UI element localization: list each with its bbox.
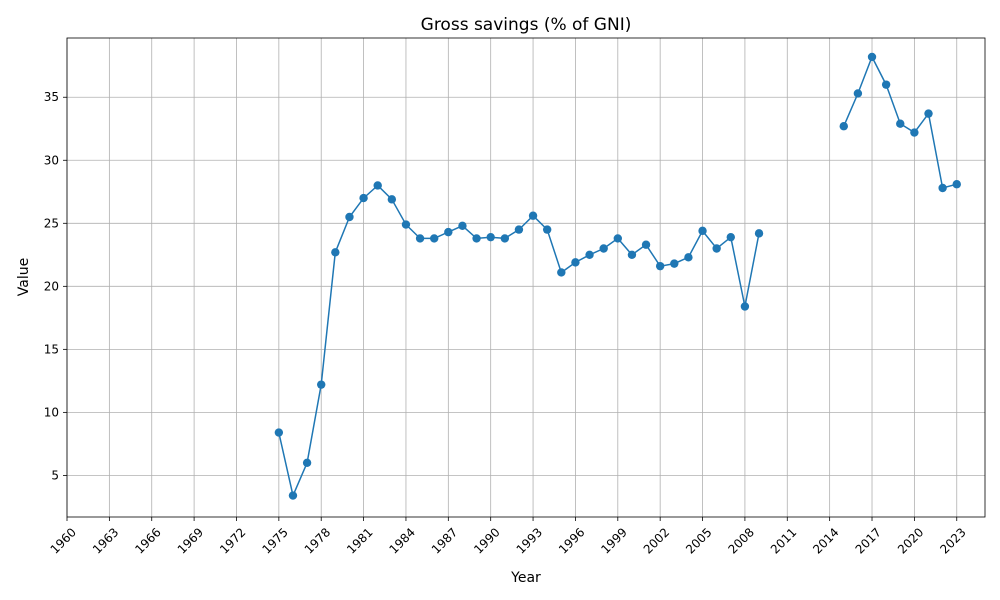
x-tick-label: 1969 <box>175 525 206 556</box>
x-tick-label: 1984 <box>387 525 418 556</box>
data-point <box>655 261 665 271</box>
data-point <box>896 119 905 128</box>
x-tick-label: 1975 <box>259 525 290 556</box>
data-point <box>585 250 594 260</box>
data-point <box>288 491 298 500</box>
data-point <box>528 211 538 220</box>
data-point <box>500 234 510 243</box>
y-tick-label: 10 <box>44 405 59 419</box>
data-point <box>754 229 764 238</box>
y-axis-label: Value <box>16 258 32 296</box>
x-tick-label: 1981 <box>344 525 375 556</box>
x-axis-label: Year <box>510 570 541 586</box>
data-point <box>952 180 961 189</box>
data-point <box>430 234 439 243</box>
y-tick-label: 5 <box>51 468 59 482</box>
data-point <box>302 458 312 467</box>
data-point <box>514 225 524 234</box>
data-point <box>613 234 622 243</box>
y-tick-label: 20 <box>44 279 59 293</box>
x-tick-label: 1978 <box>302 525 333 556</box>
x-tick-label: 2002 <box>641 525 672 556</box>
x-tick-label: 1999 <box>598 525 629 556</box>
data-point <box>472 234 481 243</box>
x-tick-label: 2017 <box>853 525 884 556</box>
data-point <box>670 259 679 268</box>
data-point <box>359 193 368 203</box>
data-point <box>684 253 693 262</box>
data-point <box>867 52 877 62</box>
data-point <box>839 122 848 131</box>
x-tick-label: 1963 <box>90 525 121 556</box>
x-tick-label: 2005 <box>683 525 714 556</box>
x-tick-label: 2014 <box>810 525 841 556</box>
data-point <box>444 227 453 237</box>
data-point <box>387 195 397 204</box>
data-point <box>317 380 326 389</box>
x-tick-label: 1987 <box>429 525 460 556</box>
x-axis: 1960 1963 1966 1969 1972 1975 1978 1981 1984 1987… <box>48 517 969 557</box>
data-point <box>938 183 947 193</box>
data-point <box>599 244 608 253</box>
data-point <box>373 181 382 190</box>
y-tick-label: 30 <box>44 153 59 167</box>
y-tick-label: 15 <box>44 342 59 356</box>
x-tick-label: 1990 <box>471 525 502 556</box>
x-tick-label: 2020 <box>895 525 926 556</box>
data-point <box>712 244 721 253</box>
data-point <box>542 225 552 234</box>
data-point <box>458 221 467 231</box>
data-point <box>274 428 284 437</box>
data-point <box>698 226 707 236</box>
data-point <box>486 232 495 242</box>
data-point <box>627 250 637 260</box>
x-tick-label: 2023 <box>937 525 968 556</box>
data-point <box>331 248 340 257</box>
x-tick-label: 1960 <box>48 525 79 556</box>
data-point <box>345 212 354 222</box>
data-point <box>881 80 891 89</box>
data-point <box>415 234 425 243</box>
data-point <box>924 109 933 118</box>
data-point <box>641 240 651 249</box>
data-point <box>401 220 411 229</box>
chart-title: Gross savings (% of GNI) <box>421 15 632 35</box>
data-point <box>726 232 735 242</box>
x-tick-label: 1996 <box>556 525 587 556</box>
data-point <box>557 268 566 277</box>
data-point <box>853 89 863 98</box>
plot-frame <box>66 37 986 518</box>
x-tick-label: 1993 <box>514 525 545 556</box>
y-axis: 5 10 15 20 25 30 35 <box>44 90 67 482</box>
x-tick-label: 1972 <box>217 525 248 556</box>
y-tick-label: 25 <box>44 216 59 230</box>
x-tick-label: 2008 <box>725 525 756 556</box>
data-point <box>571 258 580 267</box>
data-point <box>910 128 919 137</box>
x-tick-label: 2011 <box>768 525 799 556</box>
grid <box>66 38 985 517</box>
y-tick-label: 35 <box>44 90 59 104</box>
data-point <box>740 302 750 311</box>
x-tick-label: 1966 <box>132 525 163 556</box>
series-layer <box>274 52 961 500</box>
